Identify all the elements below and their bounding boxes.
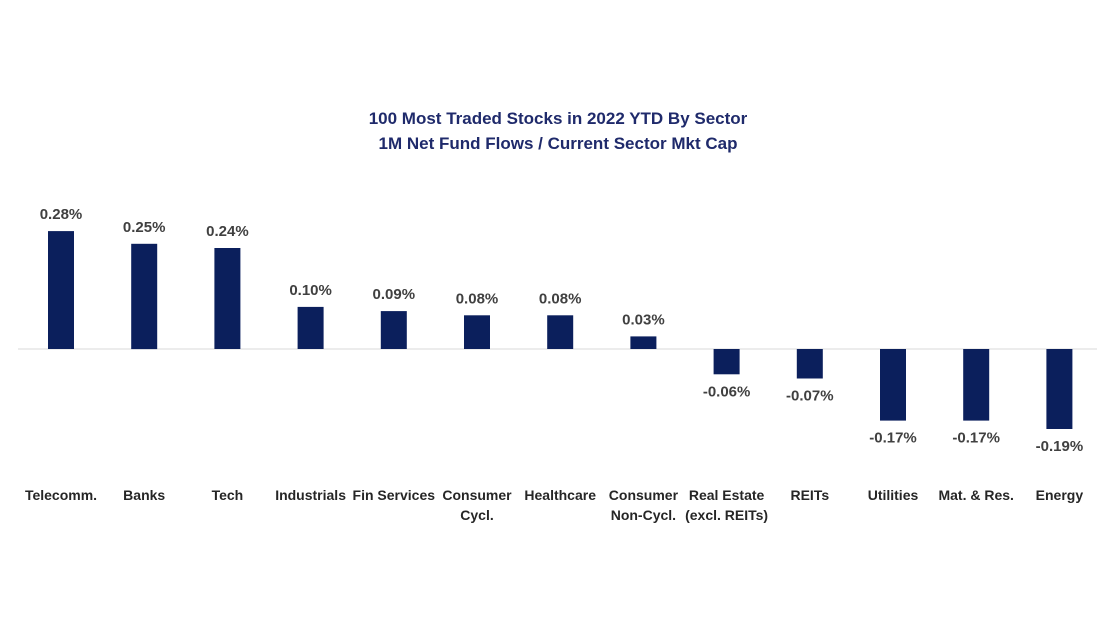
x-tick-label-line: Cycl. — [460, 507, 493, 523]
x-tick-label-line: Healthcare — [524, 487, 596, 503]
x-tick-label-8: Real Estate (excl. REITs) — [685, 487, 768, 523]
data-label-4: 0.09% — [373, 286, 416, 303]
x-tick-label-0: Telecomm. — [25, 487, 97, 503]
x-tick-label-line: Consumer — [442, 487, 512, 503]
x-tick-label-line: REITs — [790, 487, 829, 503]
data-label-12: -0.19% — [1036, 438, 1084, 455]
bar-6 — [547, 315, 574, 349]
data-label-2: 0.24% — [206, 223, 249, 240]
x-tick-label-10: Utilities — [868, 487, 919, 503]
data-label-0: 0.28% — [40, 206, 83, 223]
x-tick-label-9: REITs — [790, 487, 829, 503]
x-tick-label-5: Consumer Cycl. — [442, 487, 512, 523]
x-tick-label-line: Banks — [123, 487, 165, 503]
bar-0 — [48, 231, 74, 349]
bar-series — [48, 231, 1073, 429]
chart-title-line-1: 100 Most Traded Stocks in 2022 YTD By Se… — [369, 109, 748, 128]
data-label-6: 0.08% — [539, 290, 582, 307]
x-tick-label-4: Fin Services — [353, 487, 436, 503]
x-tick-label-line: (excl. REITs) — [685, 507, 768, 523]
data-label-7: 0.03% — [622, 311, 665, 328]
data-label-10: -0.17% — [869, 430, 917, 447]
bar-5 — [464, 315, 490, 349]
bar-10 — [880, 349, 906, 421]
bar-3 — [297, 306, 324, 349]
x-tick-label-1: Banks — [123, 487, 165, 503]
data-label-11: -0.17% — [952, 430, 1000, 447]
x-tick-label-line: Real Estate — [689, 487, 765, 503]
x-tick-label-12: Energy — [1036, 487, 1084, 503]
x-tick-label-11: Mat. & Res. — [938, 487, 1013, 503]
data-label-9: -0.07% — [786, 388, 834, 405]
x-tick-label-line: Telecomm. — [25, 487, 97, 503]
chart-title-line-2: 1M Net Fund Flows / Current Sector Mkt C… — [379, 134, 738, 153]
x-tick-label-line: Utilities — [868, 487, 919, 503]
x-tick-label-line: Industrials — [275, 487, 346, 503]
data-label-5: 0.08% — [456, 290, 499, 307]
bar-12 — [1046, 349, 1073, 429]
bar-9 — [796, 349, 823, 379]
x-tick-label-2: Tech — [212, 487, 244, 503]
x-tick-label-line: Consumer — [609, 487, 679, 503]
data-labels: 0.28% 0.25% 0.24% 0.10% 0.09% 0.08% 0.08% 0.03%… — [40, 206, 1083, 455]
bar-4 — [380, 311, 407, 349]
data-label-1: 0.25% — [123, 219, 166, 236]
data-label-3: 0.10% — [289, 282, 332, 299]
x-tick-label-3: Industrials — [275, 487, 346, 503]
bar-8 — [713, 349, 740, 375]
chart-title: 100 Most Traded Stocks in 2022 YTD By Se… — [369, 109, 748, 153]
x-tick-label-6: Healthcare — [524, 487, 596, 503]
x-tick-label-line: Energy — [1036, 487, 1084, 503]
x-tick-label-line: Fin Services — [353, 487, 436, 503]
x-axis-tick-labels: Telecomm. Banks Tech Industrials Fin Service… — [25, 487, 1083, 523]
x-tick-label-line: Non-Cycl. — [611, 507, 676, 523]
x-tick-label-line: Tech — [212, 487, 244, 503]
data-label-8: -0.06% — [703, 383, 751, 400]
x-tick-label-line: Mat. & Res. — [938, 487, 1013, 503]
bar-1 — [131, 243, 158, 350]
x-tick-label-7: Consumer Non-Cycl. — [609, 487, 679, 523]
bar-7 — [630, 336, 657, 349]
bar-11 — [963, 349, 990, 421]
bar-2 — [214, 248, 241, 349]
